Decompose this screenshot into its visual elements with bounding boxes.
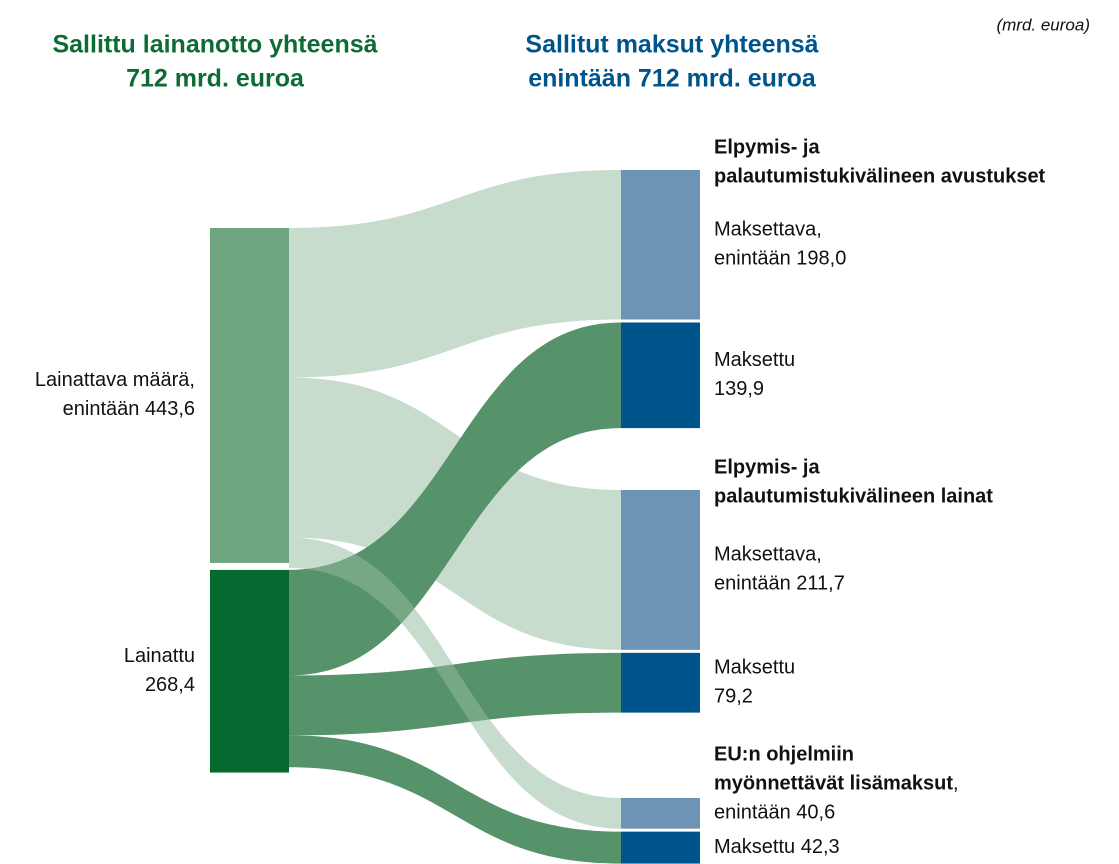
flow	[289, 735, 621, 864]
node-label: enintään 40,6	[714, 802, 835, 824]
group-title-suffix: ,	[953, 773, 959, 795]
flows	[289, 170, 621, 864]
group-title: Elpymis- ja	[714, 136, 820, 158]
node-label: Lainattu	[124, 645, 195, 667]
node	[210, 569, 289, 773]
left-title: Sallittu lainanotto yhteensä	[52, 31, 377, 59]
group-title: EU:n ohjelmiin	[714, 744, 854, 766]
flow	[289, 170, 621, 378]
node	[621, 490, 700, 650]
group-title: myönnettävät lisämaksut,	[714, 773, 959, 795]
node-label: Maksettu	[714, 657, 795, 679]
flow	[289, 537, 621, 829]
node-label: 139,9	[714, 378, 764, 400]
unit-note: (mrd. euroa)	[996, 15, 1090, 34]
node-label: Maksettu	[714, 349, 795, 371]
node-label: Maksettu 42,3	[714, 836, 840, 858]
group-title: palautumistukivälineen avustukset	[714, 165, 1046, 187]
right-title: enintään 712 mrd. euroa	[528, 65, 817, 93]
node-label: enintään 443,6	[63, 398, 195, 420]
node-label: Lainattava määrä,	[35, 369, 195, 391]
node-label: 268,4	[145, 674, 195, 696]
node-label: Maksettava,	[714, 544, 822, 566]
node	[621, 170, 700, 320]
node	[621, 652, 700, 713]
node	[621, 798, 700, 829]
node-label: enintään 211,7	[714, 573, 845, 595]
node	[621, 831, 700, 864]
node	[621, 322, 700, 429]
group-title: Elpymis- ja	[714, 456, 820, 478]
group-title: palautumistukivälineen lainat	[714, 485, 993, 507]
right-title: Sallitut maksut yhteensä	[525, 31, 818, 59]
left-title: 712 mrd. euroa	[126, 65, 305, 93]
node	[210, 228, 289, 563]
node-label: 79,2	[714, 686, 753, 708]
node-label: Maksettava,	[714, 219, 822, 241]
node-label: enintään 198,0	[714, 248, 846, 270]
